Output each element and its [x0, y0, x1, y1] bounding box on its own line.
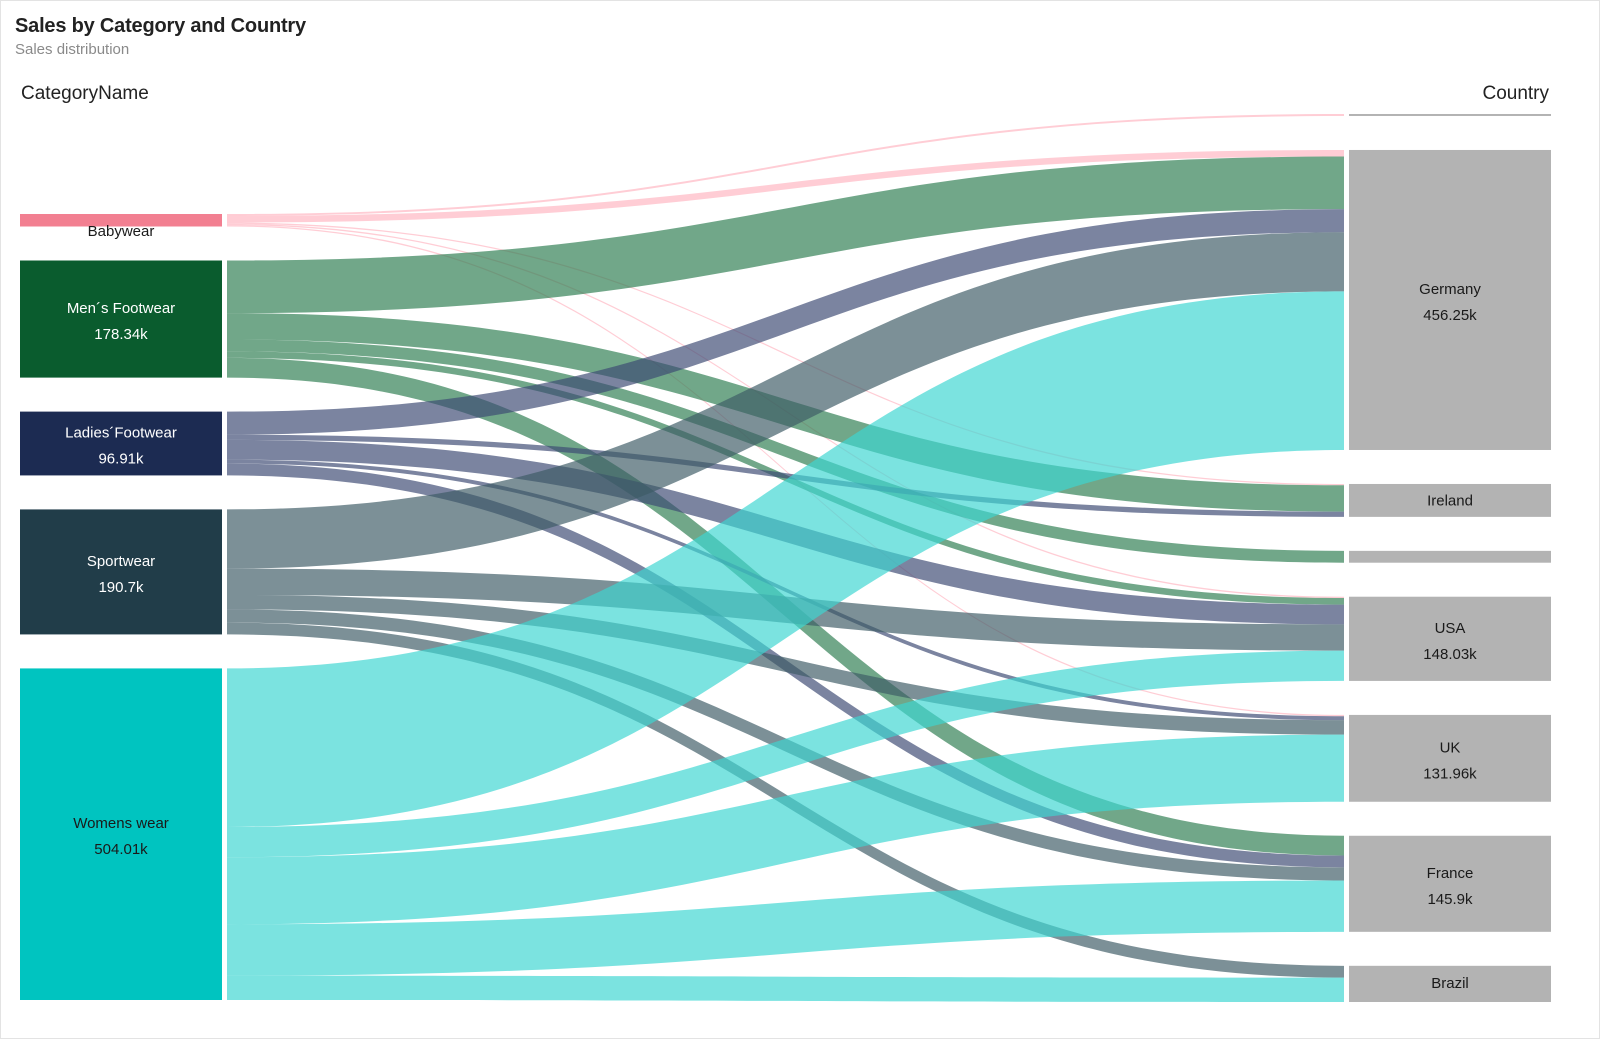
source-node-womens-wear[interactable]: Womens wear 504.01k [20, 668, 222, 1000]
target-node-france[interactable]: France 145.9k [1349, 835, 1551, 932]
link-babywear-to-unlabeled-0[interactable] [227, 114, 1344, 216]
source-node-value: 96.91k [98, 451, 144, 468]
target-axis-label: Country [1482, 83, 1549, 104]
link-womens-wear-to-uk[interactable] [227, 734, 1344, 925]
target-node-bar[interactable] [1349, 149, 1551, 450]
target-node-bar[interactable] [1349, 596, 1551, 681]
target-node-name: France [1427, 865, 1474, 882]
source-axis-label: CategoryName [21, 83, 149, 104]
target-node-name: Ireland [1427, 492, 1473, 509]
links-group [227, 114, 1344, 1002]
source-node-name: Ladies´Footwear [65, 425, 177, 442]
target-node-brazil[interactable]: Brazil [1349, 965, 1551, 1002]
target-node-uk[interactable]: UK 131.96k [1349, 714, 1551, 802]
target-node-value: 456.25k [1423, 307, 1477, 324]
link-babywear-to-ireland[interactable] [227, 222, 1344, 486]
target-node-name: UK [1440, 739, 1461, 756]
nodes-group: Babywear Men´s Footwear 178.34k Ladies´Foot… [20, 114, 1551, 1002]
target-node-bar[interactable] [1349, 114, 1551, 116]
target-node-unlabeled-3[interactable] [1349, 550, 1551, 563]
source-node-bar[interactable] [20, 668, 222, 1000]
source-node-name: Babywear [88, 223, 155, 240]
source-node-name: Sportwear [87, 553, 155, 570]
link-womens-wear-to-france[interactable] [227, 880, 1344, 976]
source-node-value: 504.01k [94, 841, 148, 858]
source-node-sportwear[interactable]: Sportwear 190.7k [20, 509, 222, 635]
link-ladies-footwear-to-germany[interactable] [227, 209, 1344, 435]
target-node-name: Germany [1419, 281, 1481, 298]
target-node-usa[interactable]: USA 148.03k [1349, 596, 1551, 681]
link-womens-wear-to-brazil[interactable] [227, 975, 1344, 1002]
link-men-s-footwear-to-germany[interactable] [227, 156, 1344, 314]
target-node-value: 145.9k [1427, 891, 1473, 908]
source-node-name: Men´s Footwear [67, 300, 175, 317]
target-node-value: 131.96k [1423, 765, 1477, 782]
link-babywear-to-uk[interactable] [227, 225, 1344, 717]
source-node-babywear[interactable]: Babywear [20, 214, 222, 240]
source-node-value: 178.34k [94, 326, 148, 343]
target-node-name: USA [1435, 620, 1466, 637]
target-node-value: 148.03k [1423, 646, 1477, 663]
source-node-men-s-footwear[interactable]: Men´s Footwear 178.34k [20, 260, 222, 378]
target-node-name: Brazil [1431, 975, 1469, 992]
chart-title: Sales by Category and Country [15, 15, 306, 37]
link-womens-wear-to-germany[interactable] [227, 291, 1344, 827]
chart-subtitle: Sales distribution [15, 41, 130, 58]
source-node-value: 190.7k [98, 579, 144, 596]
link-babywear-to-germany[interactable] [227, 149, 1344, 223]
source-node-bar[interactable] [20, 214, 222, 227]
link-sportwear-to-uk[interactable] [227, 594, 1344, 735]
target-node-bar[interactable] [1349, 550, 1551, 563]
target-node-germany[interactable]: Germany 456.25k [1349, 149, 1551, 450]
source-node-bar[interactable] [20, 509, 222, 635]
source-node-bar[interactable] [20, 411, 222, 476]
source-node-name: Womens wear [73, 815, 169, 832]
target-node-bar[interactable] [1349, 714, 1551, 802]
source-node-bar[interactable] [20, 260, 222, 378]
link-sportwear-to-germany[interactable] [227, 232, 1344, 569]
target-node-bar[interactable] [1349, 965, 1551, 1002]
target-node-bar[interactable] [1349, 483, 1551, 517]
source-node-ladies-footwear[interactable]: Ladies´Footwear 96.91k [20, 411, 222, 476]
target-node-unlabeled-0[interactable] [1349, 114, 1551, 116]
target-node-bar[interactable] [1349, 835, 1551, 932]
link-womens-wear-to-usa[interactable] [227, 650, 1344, 858]
target-node-ireland[interactable]: Ireland [1349, 483, 1551, 517]
link-men-s-footwear-to-unlabeled-3[interactable] [227, 339, 1344, 563]
link-ladies-footwear-to-ireland[interactable] [227, 434, 1344, 517]
